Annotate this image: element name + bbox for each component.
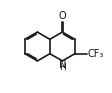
Text: H: H	[59, 63, 66, 72]
Text: N: N	[59, 60, 66, 70]
Text: O: O	[59, 11, 66, 21]
Text: CF₃: CF₃	[88, 49, 104, 59]
